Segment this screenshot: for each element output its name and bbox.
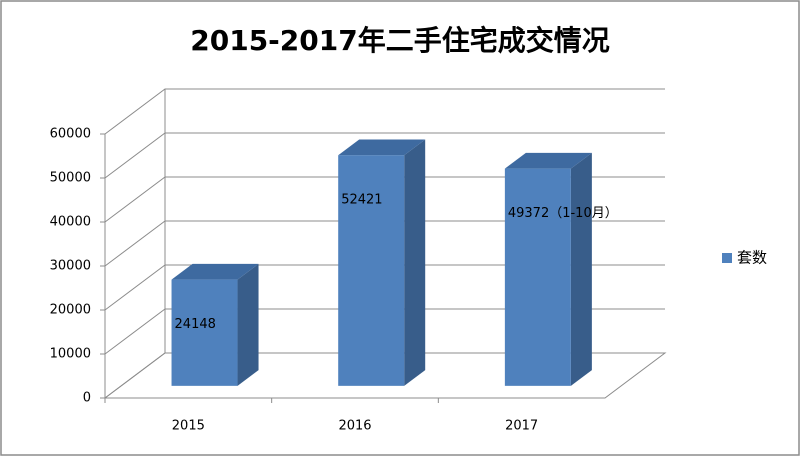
legend-label: 套数 [737,249,767,267]
legend-swatch [722,253,732,263]
y-tick-label: 10000 [50,347,91,362]
y-tick-label: 60000 [50,127,91,142]
grid-line [104,264,665,311]
grid-line [104,132,665,179]
x-tick-label: 2016 [338,419,371,434]
y-tick-label: 20000 [50,303,91,318]
y-tick-label: 30000 [50,259,91,274]
y-tick-label: 0 [83,391,91,406]
data-label: 49372（1-10月） [508,206,618,221]
bar-top [171,263,259,280]
grid-line [104,88,665,135]
x-tick-label: 2015 [172,419,205,434]
bar [338,155,405,386]
bar-top [338,139,426,156]
y-tick-label: 50000 [50,171,91,186]
grid-line [104,308,665,355]
x-tick-label: 2017 [505,419,538,434]
data-label: 52421 [341,193,382,208]
bar-top [504,152,592,169]
chart-title: 2015-2017年二手住宅成交情况 [190,24,609,57]
y-tick-label: 40000 [50,215,91,230]
grid-line [104,220,665,267]
bar-side [570,152,592,386]
bar [171,279,238,386]
grid-line [104,352,665,399]
bar [504,168,571,386]
bar-side [237,263,259,386]
data-label: 24148 [175,317,216,332]
bar-side [404,139,426,386]
grid-line [104,176,665,223]
